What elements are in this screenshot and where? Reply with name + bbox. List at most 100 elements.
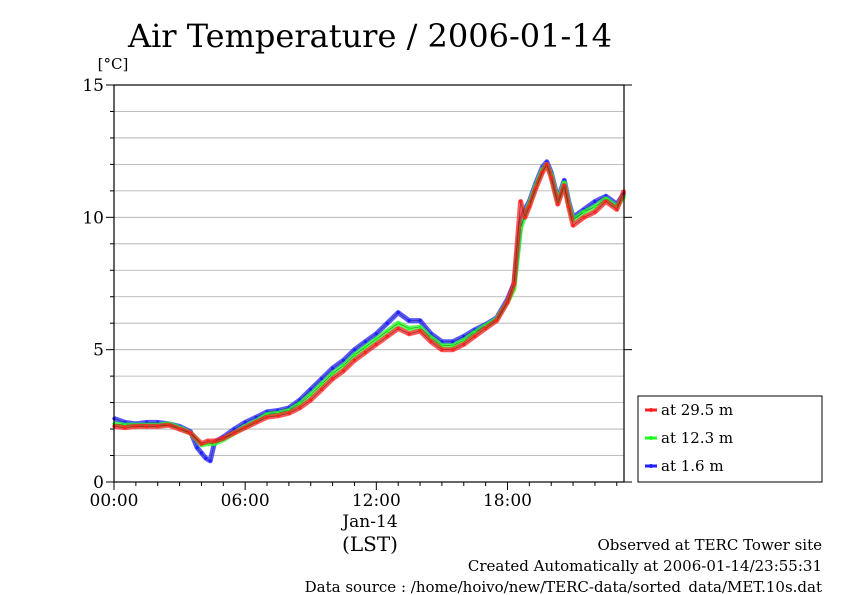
data-point: [473, 334, 477, 338]
legend-label: at 29.5 m: [661, 401, 733, 419]
data-point: [204, 456, 208, 460]
legend-box: [637, 395, 823, 483]
data-point: [243, 420, 247, 424]
data-point: [567, 205, 571, 209]
data-point: [320, 377, 324, 381]
y-tick-label: 5: [93, 341, 104, 361]
data-point: [331, 371, 335, 376]
series-line-at-1-6-m: [113, 159, 627, 464]
legend-label: at 1.6 m: [661, 457, 724, 475]
data-point: [523, 215, 527, 219]
data-point: [540, 170, 545, 174]
data-point: [374, 337, 378, 341]
series-core-line: [113, 164, 625, 444]
data-point: [534, 186, 538, 190]
data-point: [309, 387, 313, 391]
y-tick-label: 10: [82, 208, 104, 228]
data-point: [418, 329, 422, 333]
data-point: [407, 319, 411, 323]
y-tick-label: 15: [82, 76, 104, 96]
data-point: [604, 199, 608, 204]
data-point: [167, 423, 171, 427]
data-point: [265, 415, 269, 419]
legend-marker: [649, 464, 653, 468]
data-point: [195, 446, 199, 450]
x-tick-label: 18:00: [483, 491, 532, 511]
data-point: [593, 205, 597, 209]
data-point: [178, 427, 182, 431]
x-tick-label: 06:00: [221, 491, 270, 511]
data-point: [505, 300, 510, 304]
data-point: [331, 366, 335, 370]
data-point: [593, 210, 597, 214]
data-point: [254, 420, 258, 424]
data-point: [512, 281, 516, 286]
chart-title: Air Temperature / 2006-01-14: [127, 17, 612, 55]
data-point: [495, 319, 499, 323]
legend-marker: [649, 436, 653, 440]
data-point: [462, 342, 466, 346]
data-point: [418, 319, 422, 323]
data-point: [309, 398, 313, 402]
data-point: [429, 340, 433, 344]
data-point: [352, 353, 357, 357]
data-point: [440, 348, 444, 352]
data-point: [145, 424, 149, 428]
data-point: [213, 439, 217, 443]
series-line-at-29-5-m: [113, 161, 627, 447]
data-point: [615, 207, 619, 211]
x-axis-date-label: Jan-14: [340, 512, 397, 532]
footer-data-source: Data source : /home/hoivo/new/TERC-data/…: [305, 578, 822, 595]
data-point: [208, 459, 212, 463]
data-point: [374, 342, 378, 346]
data-point: [341, 369, 346, 373]
data-point: [352, 358, 357, 362]
data-point: [396, 326, 400, 331]
data-point: [309, 393, 313, 397]
data-point: [562, 184, 566, 188]
data-point: [320, 382, 324, 386]
legend-label: at 12.3 m: [661, 429, 733, 447]
series-core-line: [113, 161, 625, 462]
data-point: [519, 199, 523, 204]
legend-marker: [649, 408, 653, 412]
data-point: [199, 451, 203, 455]
data-point: [484, 326, 488, 331]
series-layer: [112, 159, 627, 464]
data-point: [451, 348, 455, 352]
data-point: [320, 387, 324, 391]
data-point: [374, 332, 378, 336]
x-tick-label: 00:00: [90, 491, 139, 511]
data-point: [396, 321, 400, 325]
data-point: [407, 326, 411, 331]
data-point: [156, 424, 160, 428]
data-point: [276, 414, 280, 418]
data-point: [582, 210, 586, 214]
data-point: [556, 202, 560, 206]
data-point: [545, 162, 549, 166]
data-point: [352, 348, 357, 352]
data-point: [188, 431, 193, 435]
data-point: [363, 345, 367, 349]
data-point: [385, 334, 389, 338]
data-point: [206, 439, 210, 443]
data-point: [407, 332, 411, 336]
data-point: [363, 350, 367, 354]
legend: at 29.5 m at 12.3 m at 1.6 m: [637, 395, 823, 483]
data-point: [418, 325, 422, 329]
axis-ticks: 0 5 10 15 00:00 06:00 12:00 18:00: [82, 76, 632, 511]
data-point: [134, 424, 138, 428]
y-axis-label: [°C]: [98, 55, 129, 73]
data-point: [298, 406, 302, 410]
data-point: [451, 344, 455, 348]
x-tick-label: 12:00: [352, 491, 401, 511]
data-point: [385, 321, 389, 325]
data-point: [571, 223, 575, 227]
data-point: [232, 431, 236, 435]
data-point: [451, 340, 455, 344]
data-point: [123, 426, 127, 430]
data-point: [582, 215, 586, 219]
data-point: [527, 205, 531, 209]
footer-observed-site: Observed at TERC Tower site: [597, 536, 822, 554]
